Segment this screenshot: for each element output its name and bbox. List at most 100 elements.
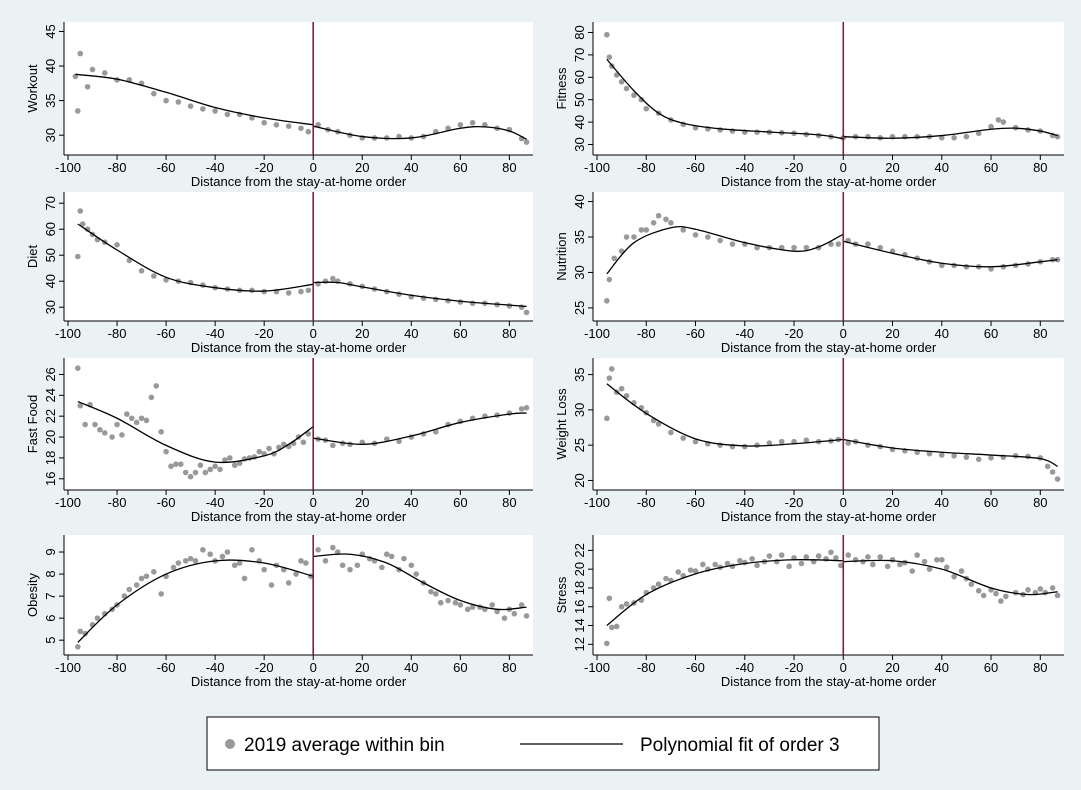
data-point (518, 406, 525, 412)
data-point (197, 462, 204, 469)
data-point (1000, 119, 1007, 125)
legend-line-label: Polynomial fit of order 3 (640, 735, 840, 756)
panel-nutrition: -100 -80 -60 -40 -20 0 20 40 60 8025303540Distanc… (554, 192, 1064, 355)
y-tick-label: 20 (572, 562, 587, 576)
x-tick-label: 20 (355, 660, 369, 675)
data-point (433, 429, 439, 435)
fit-line-right (313, 281, 527, 308)
y-tick-label: 40 (572, 194, 587, 208)
data-point (934, 556, 940, 563)
x-tick-label: 0 (310, 160, 317, 175)
data-point (749, 556, 755, 562)
data-point (305, 431, 312, 437)
data-point (408, 562, 415, 569)
data-point (128, 415, 135, 422)
data-point (611, 255, 618, 262)
y-axis-label: Weight Loss (554, 388, 569, 460)
data-point (803, 244, 810, 251)
y-tick-label: 50 (43, 248, 58, 262)
data-point (680, 435, 686, 441)
x-tick-label: -60 (157, 660, 176, 675)
data-point (655, 421, 662, 427)
data-point (298, 288, 304, 295)
data-point (943, 564, 950, 571)
x-tick-label: -20 (255, 660, 274, 675)
data-point (518, 602, 525, 608)
data-point (926, 450, 933, 457)
data-point (889, 556, 896, 563)
data-point (766, 553, 773, 559)
data-point (200, 547, 206, 553)
data-point (77, 208, 84, 214)
x-tick-label: -20 (255, 495, 274, 510)
data-point (109, 434, 115, 440)
y-tick-label: 30 (43, 128, 58, 142)
data-point (921, 558, 928, 565)
data-point (613, 623, 620, 630)
x-axis-label: Distance from the stay-at-home order (191, 674, 407, 689)
data-point (273, 122, 280, 128)
data-point (778, 552, 785, 558)
data-point (951, 134, 957, 141)
data-point (187, 555, 194, 562)
data-point (663, 575, 669, 582)
data-point (151, 569, 157, 575)
x-tick-label: 60 (984, 495, 998, 510)
data-point (773, 558, 780, 565)
data-point (77, 628, 84, 635)
data-point (993, 590, 999, 597)
x-tick-label: -40 (735, 326, 754, 341)
data-point (938, 556, 945, 563)
x-tick-label: -100 (55, 495, 81, 510)
fit-line-left (77, 559, 314, 643)
x-tick-label: -100 (55, 160, 81, 175)
data-point (168, 463, 174, 470)
x-tick-label: 20 (885, 495, 899, 510)
y-tick-label: 45 (43, 24, 58, 38)
data-point (401, 555, 407, 562)
data-point (623, 601, 630, 607)
data-point (638, 227, 645, 233)
data-point (170, 564, 177, 571)
plot-area (593, 192, 1064, 321)
data-point (305, 128, 312, 135)
data-point (606, 54, 613, 60)
y-axis-label: Fitness (554, 67, 569, 109)
plot-area (593, 358, 1064, 490)
x-tick-label: -20 (785, 660, 804, 675)
data-point (655, 581, 662, 587)
data-point (631, 92, 637, 99)
x-tick-label: -60 (686, 495, 705, 510)
data-point (231, 562, 238, 569)
fit-line-left (606, 225, 844, 275)
x-tick-label: -40 (206, 326, 225, 341)
data-point (219, 553, 226, 560)
y-tick-label: 20 (43, 430, 58, 444)
data-point (151, 90, 157, 97)
data-point (865, 241, 871, 247)
data-point (293, 571, 299, 577)
data-point (457, 122, 464, 128)
data-point (354, 562, 361, 569)
data-point (192, 469, 199, 476)
data-point (75, 253, 81, 260)
y-tick-label: 18 (572, 581, 587, 595)
data-point (865, 554, 871, 560)
data-point (300, 439, 307, 446)
data-point (741, 559, 748, 566)
legend-dots-label: 2019 average within bin (244, 735, 445, 756)
data-point (606, 595, 613, 602)
data-point (153, 383, 160, 389)
data-point (958, 568, 965, 574)
data-point (951, 573, 957, 580)
x-tick-label: -80 (108, 160, 127, 175)
data-point (675, 569, 682, 575)
x-tick-label: -20 (785, 326, 804, 341)
x-tick-label: -40 (206, 495, 225, 510)
x-tick-label: -80 (108, 326, 127, 341)
y-tick-label: 70 (43, 196, 58, 210)
data-point (618, 78, 625, 85)
data-point (285, 580, 292, 586)
x-tick-label: 0 (840, 495, 847, 510)
